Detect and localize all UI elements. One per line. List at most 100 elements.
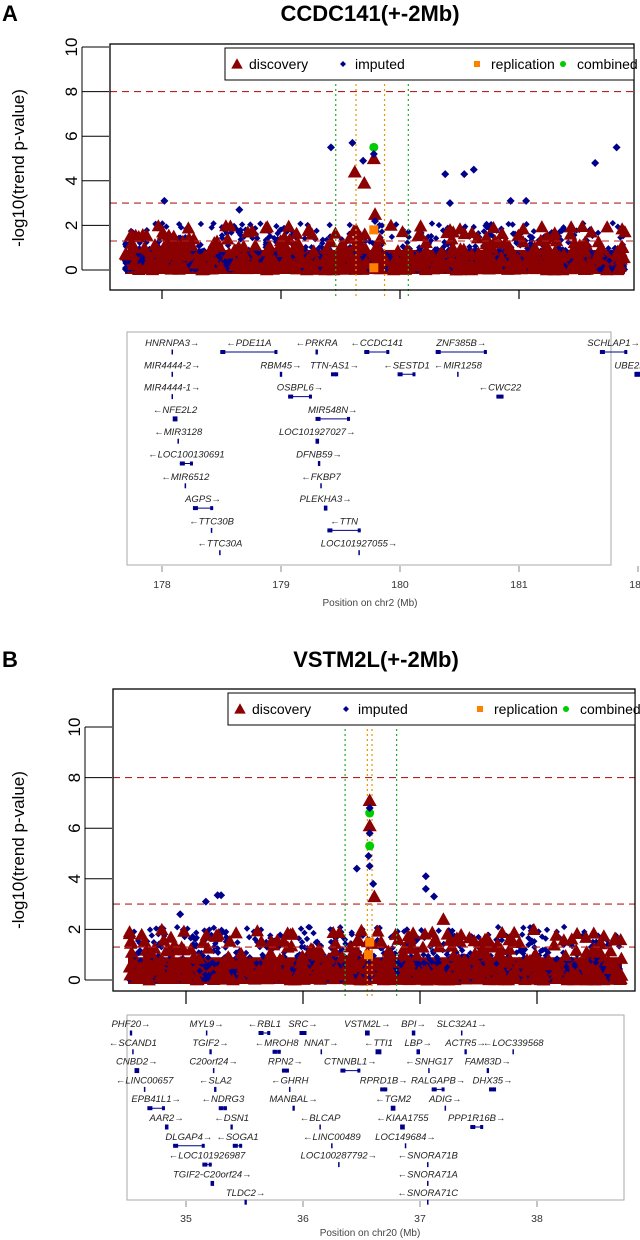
gene-exon xyxy=(308,394,312,399)
chart-title-a: CCDC141(+-2Mb) xyxy=(280,1,459,26)
legend-combined-label: combined xyxy=(577,56,638,72)
gene-label: ←GHRH xyxy=(271,1075,309,1086)
gene-label: UBE2E3→ xyxy=(614,360,640,371)
discovery-point xyxy=(211,971,226,984)
discovery-point xyxy=(479,230,494,243)
imputed-point xyxy=(421,872,430,881)
gene-exon xyxy=(303,1031,307,1035)
gene-exon xyxy=(489,1087,495,1092)
imputed-point xyxy=(506,196,515,205)
discovery-point xyxy=(201,941,215,954)
discovery-point xyxy=(313,969,328,982)
legend-replication-icon xyxy=(474,61,480,67)
imputed-point xyxy=(568,942,576,950)
imputed-point xyxy=(215,960,222,968)
imputed-point xyxy=(210,924,218,932)
imputed-point xyxy=(470,223,477,231)
discovery-point xyxy=(122,960,137,973)
discovery-point xyxy=(446,949,461,962)
imputed-point xyxy=(210,969,217,977)
y-tick-label: 4 xyxy=(65,874,84,883)
discovery-point xyxy=(207,236,221,249)
gene-ube2e3: UBE2E3→ xyxy=(614,360,640,377)
gene-label: LOC100287792→ xyxy=(301,1151,378,1162)
gene-exon xyxy=(189,461,193,466)
legend-discovery-label: discovery xyxy=(249,56,308,72)
discovery-point xyxy=(472,964,486,977)
imputed-point xyxy=(184,925,191,932)
discovery-point xyxy=(563,227,578,240)
imputed-point xyxy=(571,963,579,970)
panel-letter-b: B xyxy=(2,647,18,672)
imputed-point xyxy=(518,931,526,938)
discovery-point xyxy=(182,965,197,979)
discovery-point xyxy=(155,922,169,935)
imputed-point xyxy=(594,229,602,237)
gene-actr5: ACTR5→ xyxy=(444,1038,486,1055)
discovery-point xyxy=(579,930,593,943)
imputed-point xyxy=(251,935,259,943)
x-tick-label: 179 xyxy=(272,579,290,591)
gene-body xyxy=(320,1049,323,1055)
discovery-point xyxy=(180,246,195,259)
gene-body xyxy=(358,550,360,556)
discovery-point xyxy=(492,946,507,959)
gene-label: ←TTC30B xyxy=(189,516,235,527)
gene-body xyxy=(134,1068,140,1074)
x-axis-label-a: Position on chr2 (Mb) xyxy=(322,598,417,609)
discovery-point xyxy=(241,225,255,238)
gene-body xyxy=(171,349,174,355)
discovery-point xyxy=(450,931,464,944)
gene-label: RBM45→ xyxy=(260,360,301,371)
imputed-point xyxy=(237,229,244,236)
discovery-point xyxy=(275,953,290,966)
discovery-point xyxy=(445,939,459,952)
discovery-point xyxy=(480,949,495,962)
imputed-point xyxy=(428,232,435,240)
discovery-point xyxy=(419,243,433,256)
discovery-point xyxy=(608,931,622,944)
imputed-point xyxy=(303,935,311,943)
discovery-point xyxy=(217,955,231,968)
gene-tgif2-c20orf24: TGIF2-C20orf24→ xyxy=(173,1169,252,1186)
gene-snora71c: ←SNORA71C xyxy=(397,1188,458,1205)
gene-exon xyxy=(272,1049,278,1054)
gene-label: DHX35→ xyxy=(472,1075,512,1086)
x-tick-label: 180 xyxy=(391,579,409,591)
gene-body xyxy=(315,438,320,444)
imputed-point xyxy=(493,960,500,967)
imputed-point xyxy=(208,224,215,231)
imputed-point xyxy=(560,923,568,931)
imputed-point xyxy=(297,925,305,932)
imputed-point xyxy=(301,235,309,242)
discovery-point xyxy=(452,960,467,973)
legend-discovery-icon xyxy=(231,58,243,69)
imputed-point xyxy=(365,803,374,812)
discovery-point xyxy=(391,244,405,257)
scatter-layer-b xyxy=(122,922,629,986)
discovery-point xyxy=(579,973,594,986)
imputed-point xyxy=(599,266,607,273)
gene-label: ←CCDC141 xyxy=(350,338,403,349)
discovery-point xyxy=(203,244,217,257)
gene-body xyxy=(129,1030,133,1036)
imputed-point xyxy=(365,829,374,838)
discovery-point xyxy=(127,256,141,269)
replication-point xyxy=(369,263,379,273)
imputed-point xyxy=(441,170,450,179)
discovery-point xyxy=(170,943,185,956)
discovery-point xyxy=(123,968,137,981)
gene-body xyxy=(464,1049,467,1055)
discovery-point xyxy=(294,256,308,269)
discovery-point xyxy=(406,926,420,939)
imputed-point xyxy=(298,943,305,951)
imputed-point xyxy=(163,223,170,230)
discovery-point xyxy=(168,245,182,258)
imputed-point xyxy=(369,879,378,888)
gene-label: SLC32A1→ xyxy=(437,1019,487,1030)
gene-mir4444-1: MIR4444-1→ xyxy=(144,383,201,400)
x-axis-b: 35 36 37 38 xyxy=(180,1201,543,1225)
gene-tgm2: ←TGM2 xyxy=(375,1094,412,1111)
imputed-point xyxy=(359,156,368,165)
discovery-point xyxy=(334,260,349,273)
